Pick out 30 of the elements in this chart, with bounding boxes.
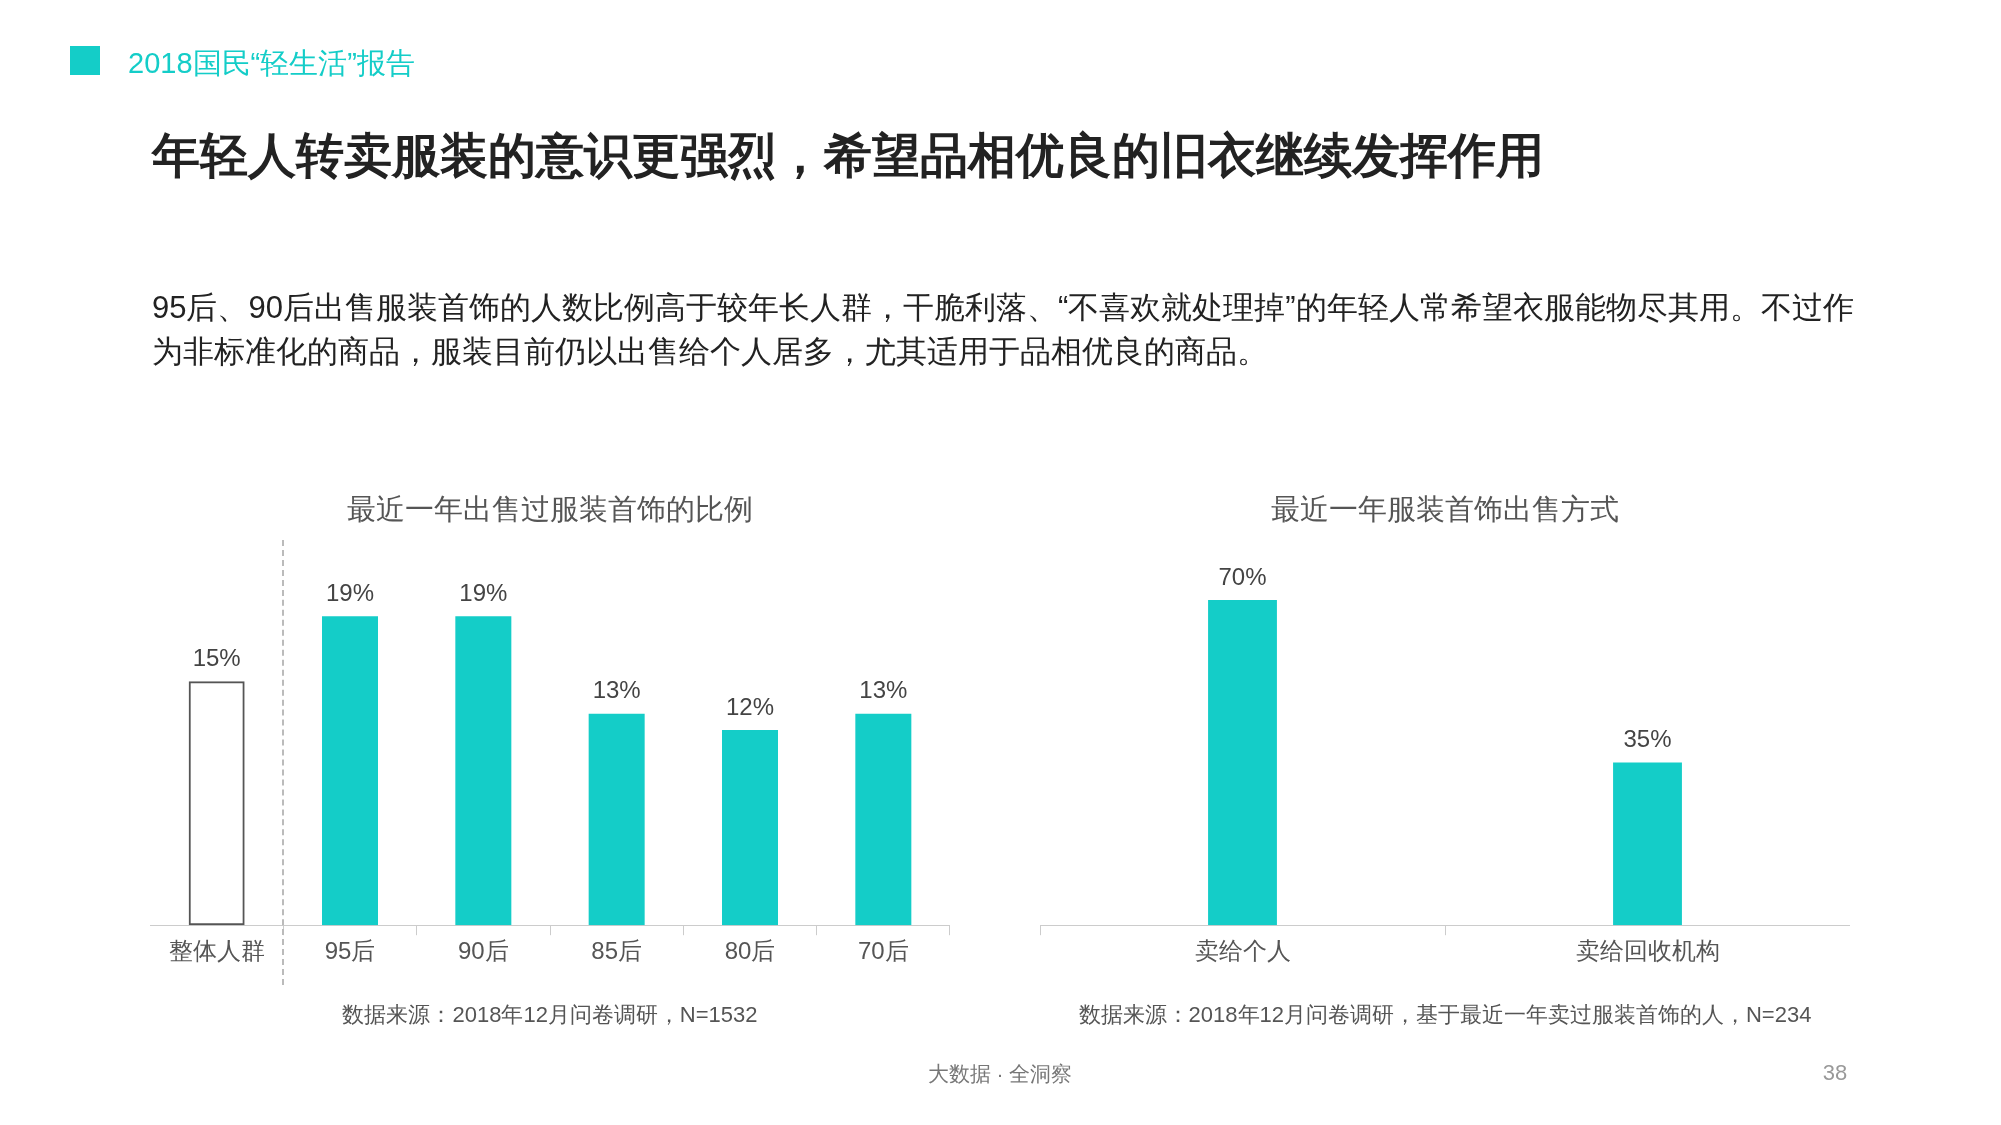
bar (588, 713, 645, 926)
x-tick-label: 整体人群 (168, 937, 265, 965)
bar (855, 713, 912, 926)
source-note: 数据来源：2018年12月问卷调研，N=1532 (341, 1001, 759, 1029)
data-label: 13% (592, 676, 641, 704)
data-label: 13% (859, 676, 908, 704)
text: 2018国民“轻生活”报告 (128, 46, 415, 81)
x-tick-label: 85后 (591, 937, 643, 965)
source-note: 数据来源：2018年12月问卷调研，基于最近一年卖过服装首饰的人，N=234 (1077, 1001, 1813, 1029)
data-label: 19% (459, 578, 508, 606)
bar (455, 616, 512, 926)
data-label: 12% (725, 692, 775, 720)
x-tick-label: 80后 (724, 937, 776, 965)
x-tick-label: 卖给个人 (1194, 937, 1291, 965)
text: 95后、90后出售服装首饰的人数比例高于较年长人群，干脆利落、“不喜欢就处理掉”的年轻人常希望衣服能物尽其用。不过作为非标准化的商品，服装目前仍以出售给个人居多，尤其适用于品相优良的商品。 (152, 289, 1855, 371)
text: 大数据 · 全洞察 (926, 1061, 1074, 1087)
x-tick-label: 95后 (324, 937, 376, 965)
data-label: 15% (192, 643, 241, 671)
data-label: 70% (1218, 562, 1267, 590)
x-tick-label: 90后 (457, 937, 509, 965)
chart-title: 最近一年出售过服装首饰的比例 (346, 492, 754, 527)
text: 年轻人转卖服装的意识更强烈，希望品相优良的旧衣继续发挥作用 (152, 128, 1544, 184)
chart-title: 最近一年服装首饰出售方式 (1270, 492, 1620, 527)
bar (322, 616, 378, 926)
x-tick-label: 卖给回收机构 (1575, 937, 1720, 965)
x-tick-label: 70后 (857, 937, 909, 965)
data-label: 35% (1623, 725, 1672, 753)
bar (722, 730, 778, 926)
data-label: 19% (325, 578, 375, 606)
text: 38 (1821, 1060, 1849, 1086)
